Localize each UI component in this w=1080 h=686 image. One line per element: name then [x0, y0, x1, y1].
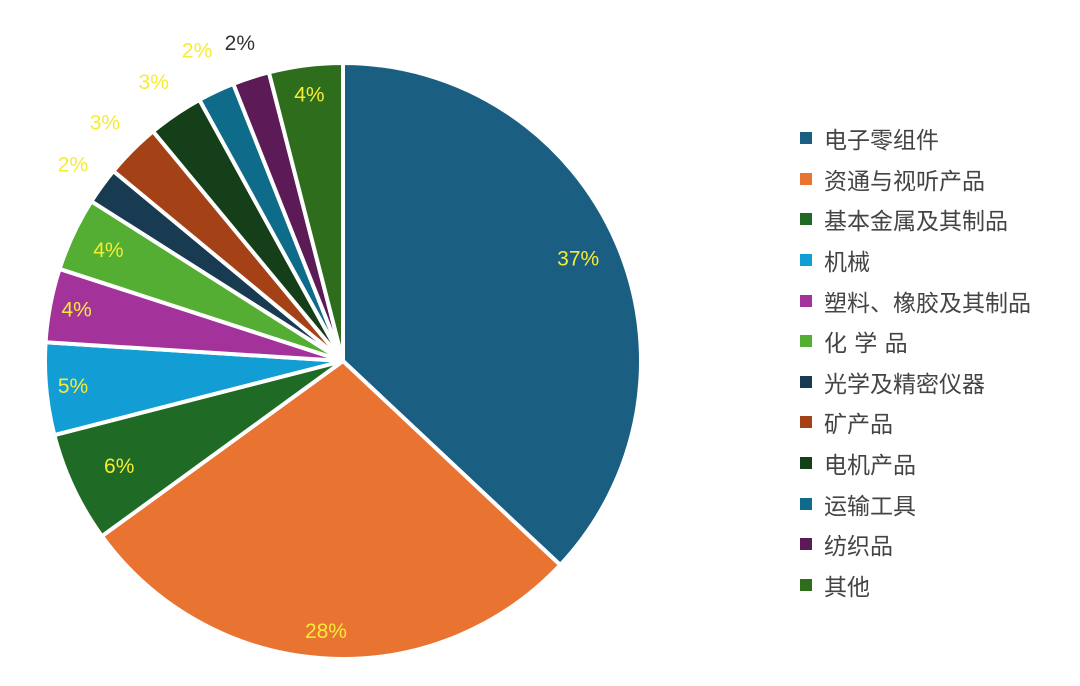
- legend-label: 基本金属及其制品: [824, 209, 1008, 236]
- data-label-4: 5%: [58, 375, 88, 398]
- legend-swatch: [800, 375, 812, 388]
- data-label-6: 4%: [93, 239, 123, 262]
- data-label-2: 28%: [305, 620, 347, 643]
- pie-slices: [43, 61, 643, 661]
- legend-item: 光学及精密仪器: [800, 362, 1031, 403]
- legend-label: 其他: [824, 574, 870, 601]
- legend-label: 塑料、橡胶及其制品: [824, 290, 1031, 317]
- legend-swatch: [800, 213, 812, 226]
- legend-item: 电子零组件: [800, 118, 1031, 159]
- legend-swatch: [800, 335, 812, 348]
- legend-item: 其他: [800, 565, 1031, 606]
- data-label-5: 4%: [61, 299, 91, 322]
- legend-label: 电机产品: [824, 453, 916, 480]
- legend-swatch: [800, 416, 812, 429]
- legend-label: 矿产品: [824, 412, 893, 439]
- legend-label: 纺织品: [824, 534, 893, 561]
- legend-item: 机械: [800, 240, 1031, 281]
- legend-label: 运输工具: [824, 493, 916, 520]
- legend-item: 矿产品: [800, 402, 1031, 443]
- legend: 电子零组件资通与视听产品 基本金属及其制品 机械塑料、橡胶及其制品化 学 品光学及精…: [800, 118, 1031, 605]
- pie-slice-1: [341, 61, 643, 567]
- pie-slice-2: [99, 359, 563, 661]
- legend-swatch: [800, 254, 812, 267]
- data-label-9: 3%: [139, 71, 169, 94]
- pie-data-labels: 37%28%6%5%4%4%2%3%3%2% 2%4%: [58, 32, 599, 643]
- legend-item: 资通与视听产品: [800, 159, 1031, 200]
- legend-label: 光学及精密仪器: [824, 371, 985, 398]
- data-label-3: 6%: [104, 455, 134, 478]
- legend-item: 基本金属及其制品: [800, 199, 1031, 240]
- data-label-7: 2%: [58, 153, 88, 176]
- data-label-11: 2%: [225, 32, 255, 55]
- data-label-1: 37%: [557, 248, 599, 271]
- data-label-12: 4%: [294, 83, 324, 106]
- legend-swatch: [800, 132, 812, 145]
- legend-label: 化 学 品: [824, 331, 908, 358]
- legend-label: 资通与视听产品: [824, 168, 985, 195]
- legend-swatch: [800, 497, 812, 510]
- legend-swatch: [800, 538, 812, 551]
- data-label-10: 2%: [182, 39, 212, 62]
- legend-label: 机械: [824, 250, 870, 277]
- pie-slice-12: [266, 61, 345, 363]
- legend-swatch: [800, 457, 812, 470]
- legend-item: 纺织品: [800, 524, 1031, 565]
- legend-swatch: [800, 294, 812, 307]
- legend-item: 电机产品: [800, 443, 1031, 484]
- data-label-8: 3%: [90, 111, 120, 134]
- legend-item: 化 学 品: [800, 321, 1031, 362]
- legend-swatch: [800, 578, 812, 591]
- legend-swatch: [800, 172, 812, 185]
- legend-label: 电子零组件: [824, 128, 939, 155]
- legend-item: 运输工具: [800, 483, 1031, 524]
- legend-item: 塑料、橡胶及其制品: [800, 280, 1031, 321]
